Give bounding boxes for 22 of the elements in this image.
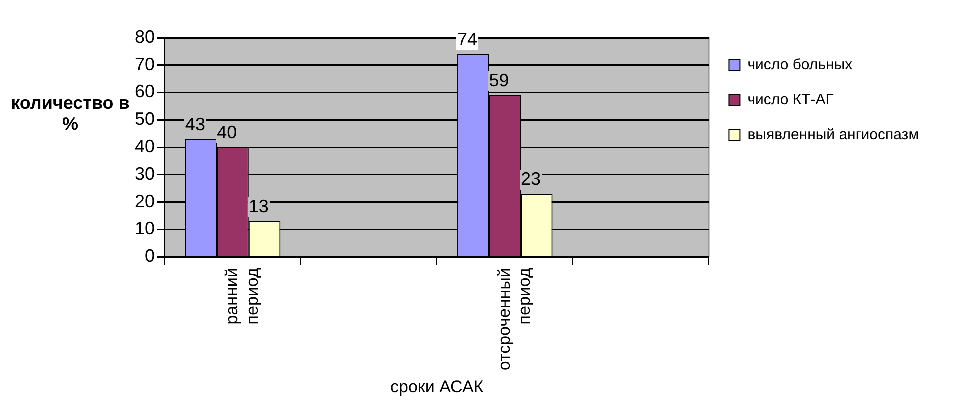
legend-label: выявленный ангиоспазм bbox=[748, 126, 920, 144]
data-label: 23 bbox=[521, 169, 542, 190]
y-tick-label: 80 bbox=[134, 26, 156, 47]
data-label: 13 bbox=[248, 196, 269, 216]
y-tick-label: 10 bbox=[134, 218, 156, 239]
y-tick-label: 30 bbox=[134, 164, 156, 184]
x-tick-label: отсроченный период bbox=[494, 268, 534, 371]
data-label: 40 bbox=[217, 122, 238, 143]
data-label: 74 bbox=[458, 29, 478, 50]
legend-label: число КТ-АГ bbox=[748, 92, 834, 109]
y-tick-label: 40 bbox=[134, 136, 156, 157]
legend-label: число больных bbox=[748, 56, 854, 74]
data-label: 43 bbox=[185, 114, 206, 134]
y-tick-label: 60 bbox=[134, 82, 156, 102]
y-tick-label: 0 bbox=[145, 246, 156, 266]
data-label: 59 bbox=[489, 70, 510, 90]
y-axis-title: количество в % bbox=[10, 92, 131, 135]
x-tick-label: ранний период bbox=[222, 268, 262, 325]
y-tick-label: 50 bbox=[134, 109, 156, 130]
x-axis-title: сроки АСАК bbox=[390, 377, 484, 396]
y-tick-label: 70 bbox=[134, 54, 156, 74]
y-tick-label: 20 bbox=[134, 191, 156, 212]
